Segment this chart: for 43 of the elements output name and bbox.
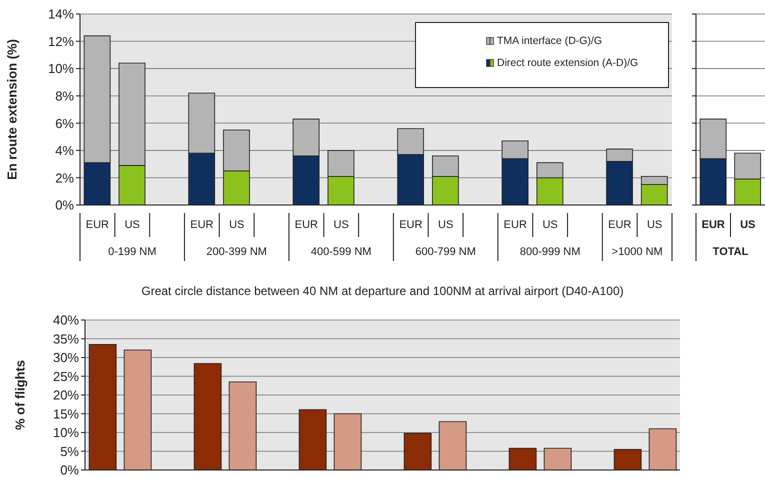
y-tick-label: 15%	[52, 406, 80, 422]
y-tick-label: 0%	[55, 198, 74, 213]
text: 0-199 NM	[108, 246, 156, 258]
x-tick-label: US	[124, 219, 140, 231]
x-tick-label: US	[438, 219, 454, 231]
y-tick-label: 8%	[55, 88, 74, 104]
text: 400-599 NM	[310, 246, 372, 258]
y-tick-label: 35%	[52, 331, 80, 346]
text: 800-999 NM	[520, 246, 580, 258]
y-tick-label: 10%	[52, 425, 80, 440]
x-tick-label: US	[740, 219, 756, 231]
y-axis-title: En route extension (%)	[4, 39, 20, 180]
y-tick-label: 14%	[48, 6, 74, 22]
y-tick-label: 5%	[60, 444, 80, 459]
y-tick-label: 20%	[52, 388, 80, 403]
y-tick-label: 6%	[55, 116, 74, 131]
x-tick-label: US	[542, 219, 558, 231]
legend-label: TMA interface (D-G)/G	[497, 35, 602, 47]
y-tick-label: 10%	[48, 61, 74, 76]
x-tick-label: EUR	[190, 219, 214, 231]
x-tick-label: EUR	[702, 219, 725, 231]
x-tick-label: EUR	[399, 219, 422, 231]
x-tick-label: EUR	[294, 219, 318, 231]
y-tick-label: 25%	[52, 368, 80, 384]
y-tick-label: 2%	[55, 170, 74, 186]
x-tick-label: EUR	[86, 219, 110, 231]
y-axis-title: % of flights	[12, 360, 28, 430]
x-tick-label: US	[646, 219, 662, 231]
x-tick-label: EUR	[504, 219, 527, 231]
text: 200-399 NM	[206, 246, 267, 258]
y-tick-label: 0%	[60, 462, 80, 477]
legend-label: Direct route extension (A-D)/G	[497, 57, 638, 69]
x-tick-label: US	[229, 219, 244, 231]
x-axis-title: TOTAL	[712, 246, 749, 258]
chart-title: Great circle distance between 40 NM at departure and 100NM at arrival airport (D40-A100)	[140, 284, 625, 300]
y-tick-label: 12%	[48, 34, 74, 49]
y-tick-label: 30%	[52, 350, 80, 366]
x-tick-label: US	[334, 219, 349, 231]
text: 600-799 NM	[415, 246, 476, 258]
y-tick-label: 40%	[52, 312, 80, 328]
text: >1000 NM	[612, 246, 663, 258]
x-tick-label: EUR	[608, 219, 632, 231]
y-tick-label: 4%	[55, 143, 74, 158]
